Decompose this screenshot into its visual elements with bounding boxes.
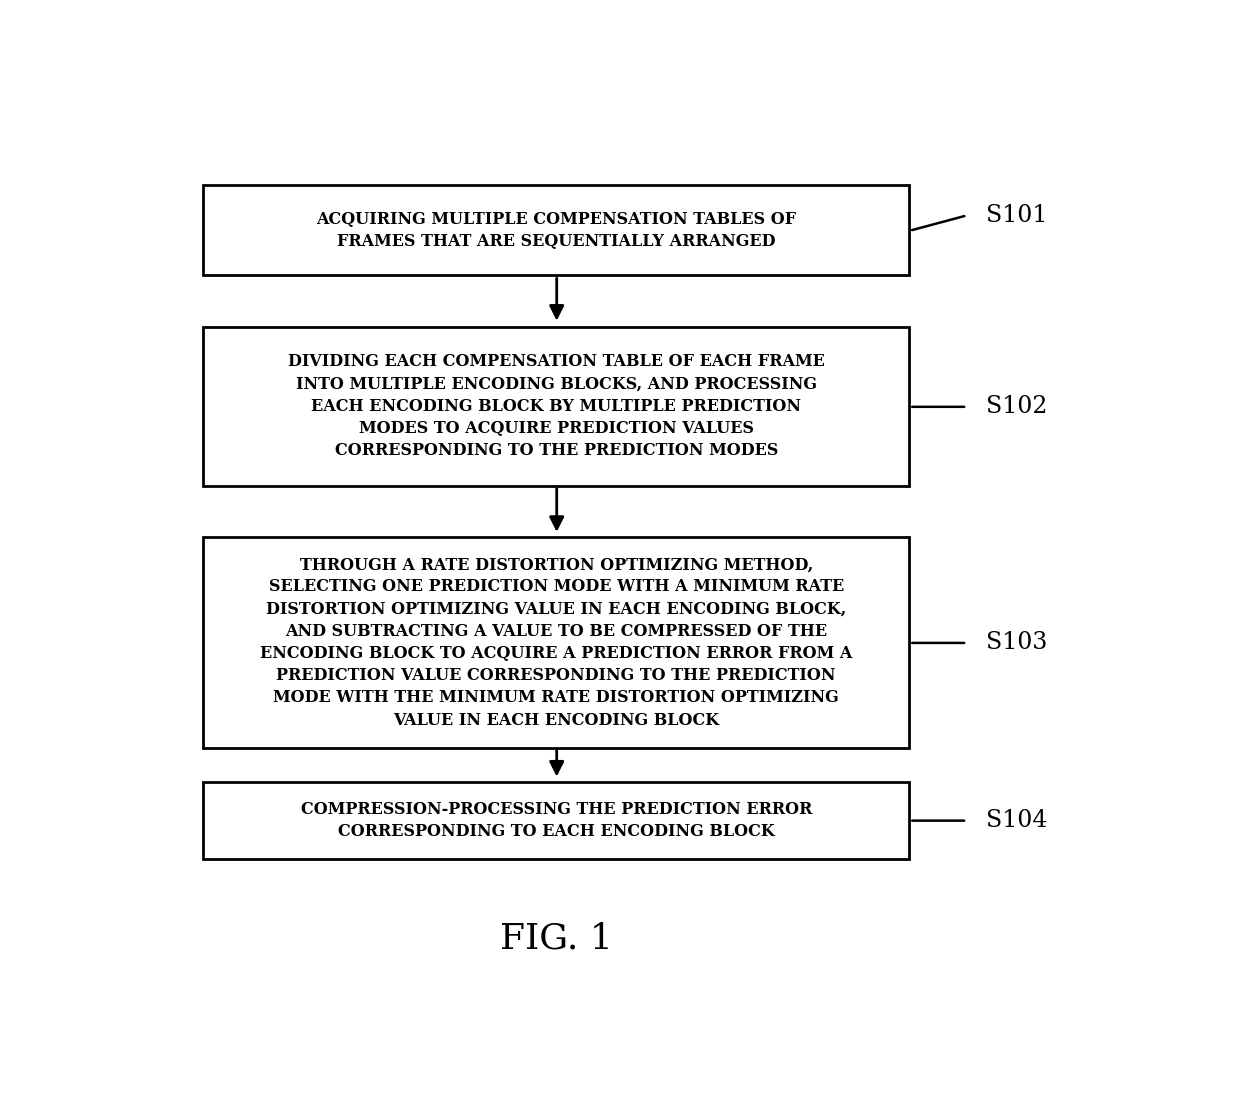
Text: COMPRESSION-PROCESSING THE PREDICTION ERROR
CORRESPONDING TO EACH ENCODING BLOCK: COMPRESSION-PROCESSING THE PREDICTION ER… [300, 801, 812, 841]
Bar [203, 782, 909, 860]
Text: DIVIDING EACH COMPENSATION TABLE OF EACH FRAME
INTO MULTIPLE ENCODING BLOCKS, AN: DIVIDING EACH COMPENSATION TABLE OF EACH… [288, 353, 825, 459]
Text: THROUGH A RATE DISTORTION OPTIMIZING METHOD,
SELECTING ONE PREDICTION MODE WITH : THROUGH A RATE DISTORTION OPTIMIZING MET… [260, 556, 852, 729]
Text: S104: S104 [986, 809, 1048, 832]
Text: FIG. 1: FIG. 1 [500, 921, 613, 956]
Text: S103: S103 [986, 631, 1048, 655]
Bar [203, 185, 909, 275]
Text: S102: S102 [986, 396, 1048, 418]
Bar [203, 537, 909, 748]
Text: ACQUIRING MULTIPLE COMPENSATION TABLES OF
FRAMES THAT ARE SEQUENTIALLY ARRANGED: ACQUIRING MULTIPLE COMPENSATION TABLES O… [316, 211, 796, 250]
Bar [203, 327, 909, 486]
Text: S101: S101 [986, 204, 1048, 226]
